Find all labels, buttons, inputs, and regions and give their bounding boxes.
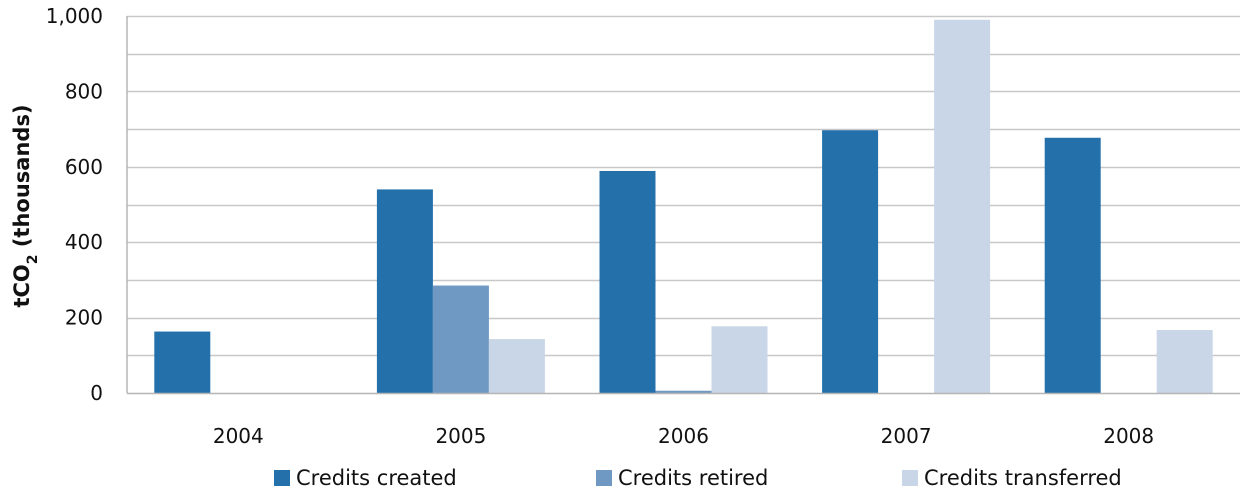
y-axis-label: tCO2 (thousands) [10,104,41,307]
y-tick-label: 600 [65,155,103,179]
y-tick-label: 800 [65,79,103,103]
legend-swatch-transferred [902,470,918,486]
legend-label-transferred: Credits transferred [924,466,1122,490]
legend-swatch-created [274,470,290,486]
legend-item-retired: Credits retired [596,466,768,490]
y-axis-label-main: tCO [10,264,34,307]
y-tick-label: 1,000 [46,4,103,28]
x-tick-label: 2006 [658,424,709,448]
y-tick-label: 0 [90,381,103,405]
bar-credits-created-2007 [822,130,879,393]
y-tick-label: 400 [65,230,103,254]
legend: Credits created Credits retired Credits … [0,466,1248,492]
x-tick-label: 2005 [435,424,486,448]
bar-credits-retired-2005 [432,285,489,393]
bar-credits-created-2004 [154,331,211,393]
x-tick-label: 2004 [213,424,264,448]
bar-credits-created-2005 [376,189,433,393]
bar-credits-created-2006 [599,170,656,393]
bar-credits-transferred-2006 [711,326,768,393]
legend-label-retired: Credits retired [618,466,769,490]
x-tick-label: 2007 [881,424,932,448]
bars [154,19,1213,394]
legend-item-created: Credits created [274,466,457,490]
x-tick-labels: 2004 2005 2006 2007 2008 [213,424,1154,448]
bar-credits-transferred-2007 [934,19,991,394]
y-axis-label-subscript: 2 [25,254,41,264]
legend-item-transferred: Credits transferred [902,466,1122,490]
y-tick-labels: 0 200 400 600 800 1,000 [46,4,103,405]
y-axis-label-rest: (thousands) [10,104,34,254]
y-tick-label: 200 [65,306,103,330]
axes [126,16,1240,395]
bar-credits-transferred-2005 [488,339,545,393]
bar-credits-transferred-2008 [1156,330,1213,393]
legend-swatch-retired [596,470,612,486]
bar-credits-created-2008 [1044,137,1101,393]
bar-credits-retired-2006 [655,390,712,393]
gridlines [127,15,1240,357]
x-tick-label: 2008 [1103,424,1154,448]
legend-label-created: Credits created [296,466,457,490]
